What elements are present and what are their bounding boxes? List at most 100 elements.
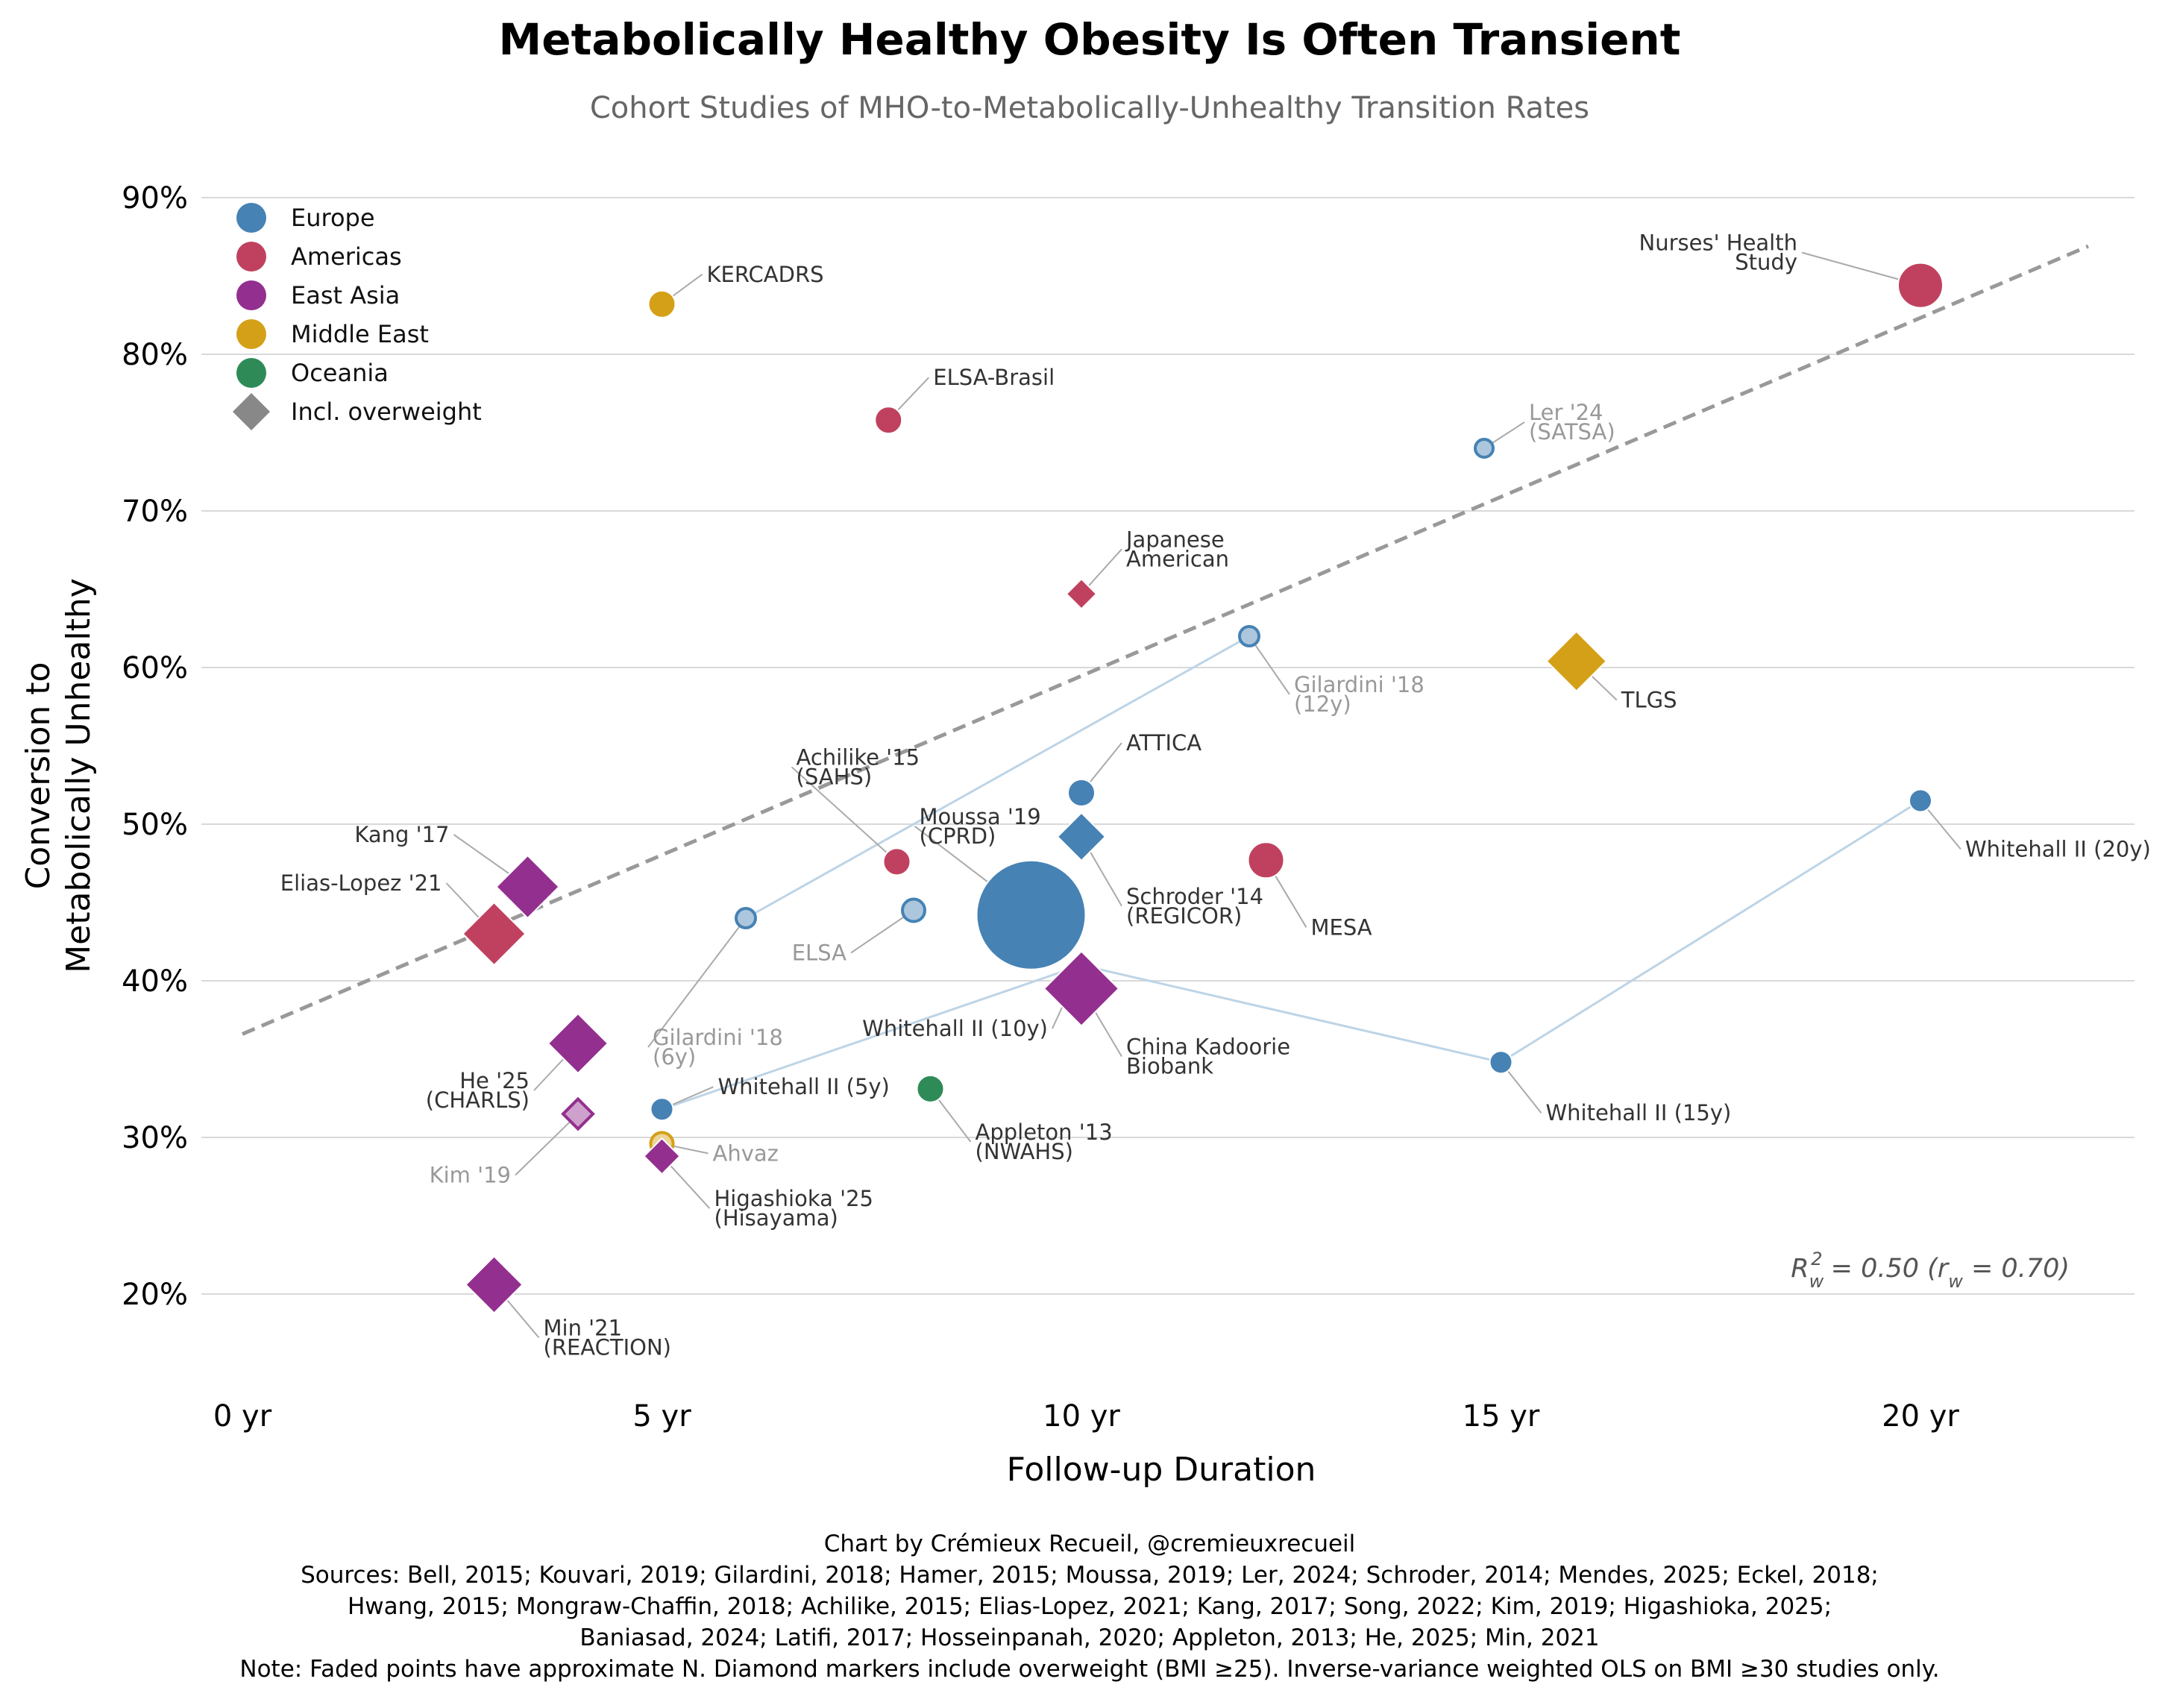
- label-line: He '25: [459, 1068, 530, 1093]
- label-line: Whitehall II (5y): [718, 1074, 890, 1099]
- point-china-kadoorie-biobank: [1043, 950, 1120, 1027]
- point-gilardini-18-12y: [1238, 625, 1260, 647]
- x-tick-label: 20 yr: [1882, 1399, 1959, 1434]
- label-line: (SAHS): [797, 764, 873, 789]
- label-line: (SATSA): [1529, 419, 1615, 445]
- label-line: Kang '17: [354, 822, 449, 847]
- point-kercadrs: [647, 289, 676, 318]
- r-value: 0.70: [2001, 1254, 2059, 1284]
- point-whitehall-ii-15y: [1489, 1050, 1513, 1075]
- label-line: ATTICA: [1126, 730, 1201, 756]
- label-line: Gilardini '18: [1294, 672, 1424, 697]
- label-schroder-14-regicor: Schroder '14 (REGICOR): [1126, 884, 1263, 929]
- x-axis-label: Follow-up Duration: [1007, 1451, 1316, 1489]
- y-tick-label: 80%: [122, 338, 188, 372]
- label-mesa: MESA: [1311, 914, 1372, 940]
- point-elsa: [901, 897, 926, 923]
- label-elias-lopez-21: Elias-Lopez '21: [280, 870, 442, 896]
- label-achilike-15-sahs: Achilike '15 (SAHS): [797, 744, 920, 789]
- legend-marker-middle-east: [236, 319, 266, 349]
- label-line: Moussa '19: [920, 804, 1041, 829]
- y-tick-label: 90%: [122, 181, 188, 216]
- y-axis-ticks: 20% 30% 40% 50% 60% 70% 80% 90%: [122, 181, 188, 1312]
- label-elsa: ELSA: [792, 941, 846, 966]
- point-nurses-health-study: [1897, 262, 1944, 309]
- point-schroder-14-regicor: [1056, 811, 1107, 862]
- y-tick-label: 50%: [122, 808, 188, 842]
- point-elias-lopez-21: [462, 901, 527, 967]
- point-whitehall-ii-20y: [1909, 788, 1932, 813]
- label-line: Nurses' Health: [1639, 230, 1797, 256]
- point-higashioka-25-hisayama: [643, 1137, 681, 1175]
- y-tick-label: 70%: [122, 494, 188, 529]
- label-japanese-american: Japanese American: [1125, 527, 1229, 571]
- label-whitehall-ii-15y: Whitehall II (15y): [1546, 1100, 1732, 1125]
- leader-achilike-15-sahs: [791, 766, 898, 863]
- point-kim-19: [561, 1096, 595, 1131]
- legend-marker-americas: [236, 242, 266, 271]
- label-line: Ahvaz: [713, 1140, 779, 1166]
- label-line: Appleton '13: [976, 1120, 1113, 1145]
- label-line: Whitehall II (10y): [862, 1016, 1048, 1041]
- x-tick-label: 10 yr: [1043, 1399, 1120, 1434]
- label-line: Study: [1735, 250, 1797, 275]
- label-line: Whitehall II (15y): [1546, 1100, 1732, 1125]
- gridlines: [201, 197, 2135, 1295]
- label-line: (Hisayama): [714, 1205, 838, 1231]
- label-ler-24-satsa: Ler '24 (SATSA): [1529, 400, 1615, 445]
- legend: Europe Americas East Asia Middle East Oceani…: [233, 203, 482, 430]
- point-whitehall-ii-5y: [650, 1097, 674, 1122]
- y-tick-label: 60%: [122, 651, 188, 685]
- footer-sources-1: Sources: Bell, 2015; Kouvari, 2019; Gila…: [301, 1562, 1879, 1589]
- label-line: KERCADRS: [707, 262, 824, 287]
- footer-note: Note: Faded points have approximate N. D…: [239, 1656, 1939, 1683]
- point-kang-17: [495, 854, 560, 920]
- label-line: (CPRD): [920, 823, 996, 849]
- x-axis-ticks: 0 yr 5 yr 10 yr 15 yr 20 yr: [213, 1399, 1960, 1434]
- points-layer: [462, 262, 1944, 1314]
- leader-kim-19: [515, 1113, 579, 1176]
- y-axis-label-line-2: Metabolically Unhealthy: [60, 578, 98, 973]
- label-line: (REGICOR): [1126, 903, 1242, 929]
- leader-gilardini-18-12y: [1248, 635, 1290, 695]
- label-whitehall-ii-5y: Whitehall II (5y): [718, 1074, 890, 1099]
- label-kim-19: Kim '19: [430, 1163, 511, 1188]
- point-gilardini-18-6y: [735, 907, 757, 929]
- label-elsa-brasil: ELSA-Brasil: [933, 365, 1055, 390]
- label-appleton-13-nwahs: Appleton '13 (NWAHS): [976, 1120, 1113, 1164]
- legend-label-incl-overweight: Incl. overweight: [291, 398, 482, 426]
- label-line: Elias-Lopez '21: [280, 870, 442, 896]
- label-line: MESA: [1311, 914, 1372, 940]
- point-he-25-charls: [547, 1012, 609, 1075]
- label-nurses-health-study: Nurses' Health Study: [1639, 230, 1797, 275]
- label-line: ELSA: [792, 941, 846, 966]
- label-line: Higashioka '25: [714, 1186, 873, 1211]
- y-tick-label: 30%: [122, 1121, 188, 1155]
- footer-sources-2: Hwang, 2015; Mongraw-Chaffin, 2018; Achi…: [348, 1593, 1832, 1620]
- label-he-25-charls: He '25 (CHARLS): [426, 1068, 530, 1113]
- r-squared-annotation: Rw2 = 0.50 (rw = 0.70): [1791, 1249, 2070, 1292]
- r-squared-value: 0.50: [1861, 1254, 1919, 1284]
- x-tick-label: 0 yr: [213, 1399, 272, 1434]
- point-ler-24-satsa: [1474, 438, 1495, 459]
- legend-marker-incl-overweight: [233, 393, 270, 430]
- point-moussa-19-cprd: [976, 859, 1087, 970]
- label-whitehall-ii-10y: Whitehall II (10y): [862, 1016, 1048, 1041]
- label-line: Achilike '15: [797, 744, 920, 770]
- label-kang-17: Kang '17: [354, 822, 449, 847]
- leader-gilardini-18-6y: [647, 917, 747, 1048]
- point-mesa: [1247, 841, 1285, 879]
- label-line: Ler '24: [1529, 400, 1603, 425]
- label-line: China Kadoorie: [1126, 1034, 1290, 1060]
- legend-marker-europe: [236, 203, 266, 233]
- label-line: Japanese: [1125, 527, 1225, 552]
- label-attica: ATTICA: [1126, 730, 1201, 756]
- label-line: ELSA-Brasil: [933, 365, 1055, 390]
- label-tlgs: TLGS: [1621, 688, 1677, 713]
- label-moussa-19-cprd: Moussa '19 (CPRD): [920, 804, 1041, 849]
- label-line: (REACTION): [544, 1334, 671, 1360]
- label-line: (CHARLS): [426, 1087, 530, 1113]
- point-labels-layer: Nurses' Health Study KERCADRS ELSA-Brasil Le…: [280, 230, 2151, 1360]
- legend-label-europe: Europe: [291, 204, 375, 232]
